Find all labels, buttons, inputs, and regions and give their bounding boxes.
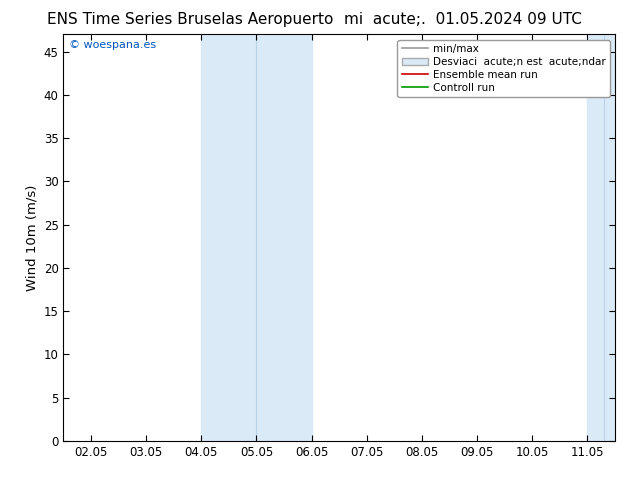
Bar — [202, 34, 312, 441]
Legend: min/max, Desviaci  acute;n est  acute;ndar, Ensemble mean run, Controll run: min/max, Desviaci acute;n est acute;ndar… — [398, 40, 610, 97]
Text: mi  acute;.  01.05.2024 09 UTC: mi acute;. 01.05.2024 09 UTC — [344, 12, 582, 27]
Bar — [588, 34, 621, 441]
Y-axis label: Wind 10m (m/s): Wind 10m (m/s) — [25, 184, 38, 291]
Text: ENS Time Series Bruselas Aeropuerto: ENS Time Series Bruselas Aeropuerto — [47, 12, 333, 27]
Text: © woespana.es: © woespana.es — [69, 40, 156, 50]
